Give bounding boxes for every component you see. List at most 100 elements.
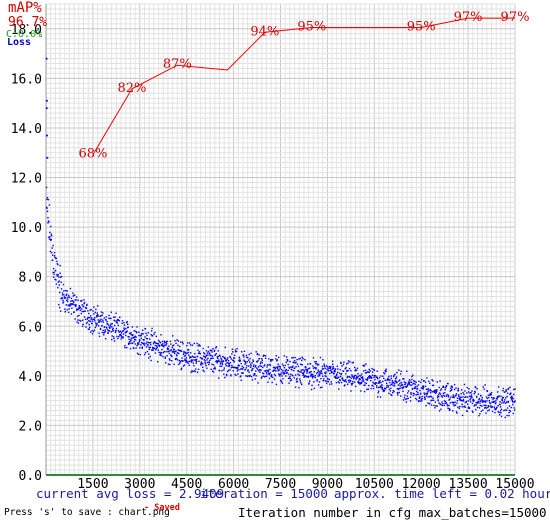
loss-point bbox=[310, 388, 313, 391]
loss-point bbox=[205, 350, 208, 352]
loss-point bbox=[230, 375, 232, 377]
loss-point bbox=[146, 337, 149, 340]
loss-point bbox=[486, 397, 489, 400]
loss-point bbox=[72, 300, 74, 302]
loss-point bbox=[493, 400, 496, 403]
loss-point bbox=[80, 312, 82, 315]
loss-point bbox=[391, 392, 394, 394]
loss-point bbox=[163, 350, 165, 353]
loss-point bbox=[448, 409, 451, 412]
loss-point bbox=[482, 401, 485, 403]
loss-point bbox=[289, 377, 292, 380]
loss-point bbox=[340, 362, 342, 364]
loss-point bbox=[295, 361, 297, 364]
loss-point bbox=[142, 329, 144, 331]
loss-point bbox=[226, 362, 228, 364]
loss-point bbox=[111, 323, 113, 325]
loss-point bbox=[58, 303, 60, 306]
loss-point bbox=[133, 347, 135, 350]
loss-point bbox=[170, 354, 173, 357]
loss-point bbox=[275, 355, 278, 357]
loss-point bbox=[254, 373, 256, 375]
loss-point bbox=[234, 351, 237, 353]
x-tick-label: 7500 bbox=[265, 477, 296, 492]
loss-point bbox=[60, 288, 63, 290]
loss-point bbox=[361, 380, 363, 382]
loss-point bbox=[128, 338, 130, 340]
loss-point bbox=[456, 399, 459, 402]
loss-point bbox=[149, 343, 152, 346]
loss-point bbox=[397, 392, 399, 395]
loss-point bbox=[158, 351, 160, 354]
loss-point bbox=[323, 365, 325, 367]
loss-point bbox=[334, 369, 336, 372]
loss-point bbox=[470, 395, 473, 398]
loss-point bbox=[172, 351, 174, 353]
loss-point bbox=[59, 264, 61, 267]
loss-point bbox=[131, 334, 134, 337]
loss-point bbox=[285, 356, 288, 358]
loss-point bbox=[403, 396, 406, 399]
loss-point bbox=[332, 367, 335, 370]
loss-point bbox=[88, 312, 90, 315]
loss-point bbox=[384, 369, 386, 372]
loss-point bbox=[365, 363, 367, 365]
loss-point bbox=[425, 395, 428, 397]
loss-point bbox=[426, 393, 428, 396]
loss-point bbox=[298, 386, 300, 389]
loss-point bbox=[505, 390, 507, 392]
loss-point bbox=[104, 331, 106, 334]
loss-point bbox=[344, 368, 347, 370]
loss-point bbox=[126, 321, 128, 324]
loss-point bbox=[168, 352, 171, 355]
loss-point bbox=[510, 397, 513, 399]
map-line-path bbox=[92, 17, 515, 155]
loss-point bbox=[210, 349, 213, 352]
loss-point bbox=[208, 363, 210, 366]
loss-point bbox=[204, 357, 207, 359]
loss-point bbox=[296, 380, 299, 383]
loss-point bbox=[244, 368, 247, 371]
loss-point bbox=[64, 297, 66, 299]
loss-point bbox=[81, 319, 84, 321]
loss-point bbox=[397, 388, 400, 391]
loss-point bbox=[80, 320, 82, 322]
loss-point bbox=[51, 251, 53, 254]
loss-point bbox=[342, 379, 344, 381]
loss-point bbox=[455, 393, 458, 395]
loss-point bbox=[147, 341, 150, 344]
loss-point bbox=[140, 337, 143, 340]
loss-point bbox=[411, 375, 413, 378]
loss-point bbox=[50, 233, 52, 235]
loss-point bbox=[323, 378, 325, 380]
loss-point bbox=[285, 361, 287, 364]
loss-point bbox=[296, 363, 299, 365]
x-tick-label: 6000 bbox=[218, 477, 249, 492]
loss-point bbox=[452, 401, 455, 404]
loss-point bbox=[505, 389, 507, 391]
loss-point bbox=[93, 329, 96, 331]
loss-point bbox=[54, 278, 56, 281]
loss-point bbox=[408, 382, 410, 384]
y-tick-label: 16.0 bbox=[11, 72, 42, 87]
loss-point bbox=[105, 326, 108, 329]
loss-point bbox=[229, 361, 232, 364]
loss-point bbox=[473, 399, 475, 401]
loss-point bbox=[205, 354, 208, 356]
loss-point bbox=[248, 353, 250, 356]
loss-point bbox=[135, 331, 138, 333]
loss-point bbox=[315, 368, 317, 370]
loss-point bbox=[86, 318, 89, 320]
loss-point bbox=[329, 367, 332, 369]
loss-point bbox=[318, 370, 320, 373]
loss-point bbox=[79, 319, 81, 322]
loss-point bbox=[265, 369, 267, 372]
loss-point bbox=[513, 409, 516, 411]
loss-point bbox=[325, 365, 328, 367]
loss-point bbox=[88, 320, 90, 322]
loss-point bbox=[139, 339, 141, 342]
loss-point bbox=[444, 387, 447, 389]
loss-point bbox=[145, 346, 148, 348]
loss-point bbox=[481, 405, 483, 407]
x-tick-label: 4500 bbox=[171, 477, 202, 492]
